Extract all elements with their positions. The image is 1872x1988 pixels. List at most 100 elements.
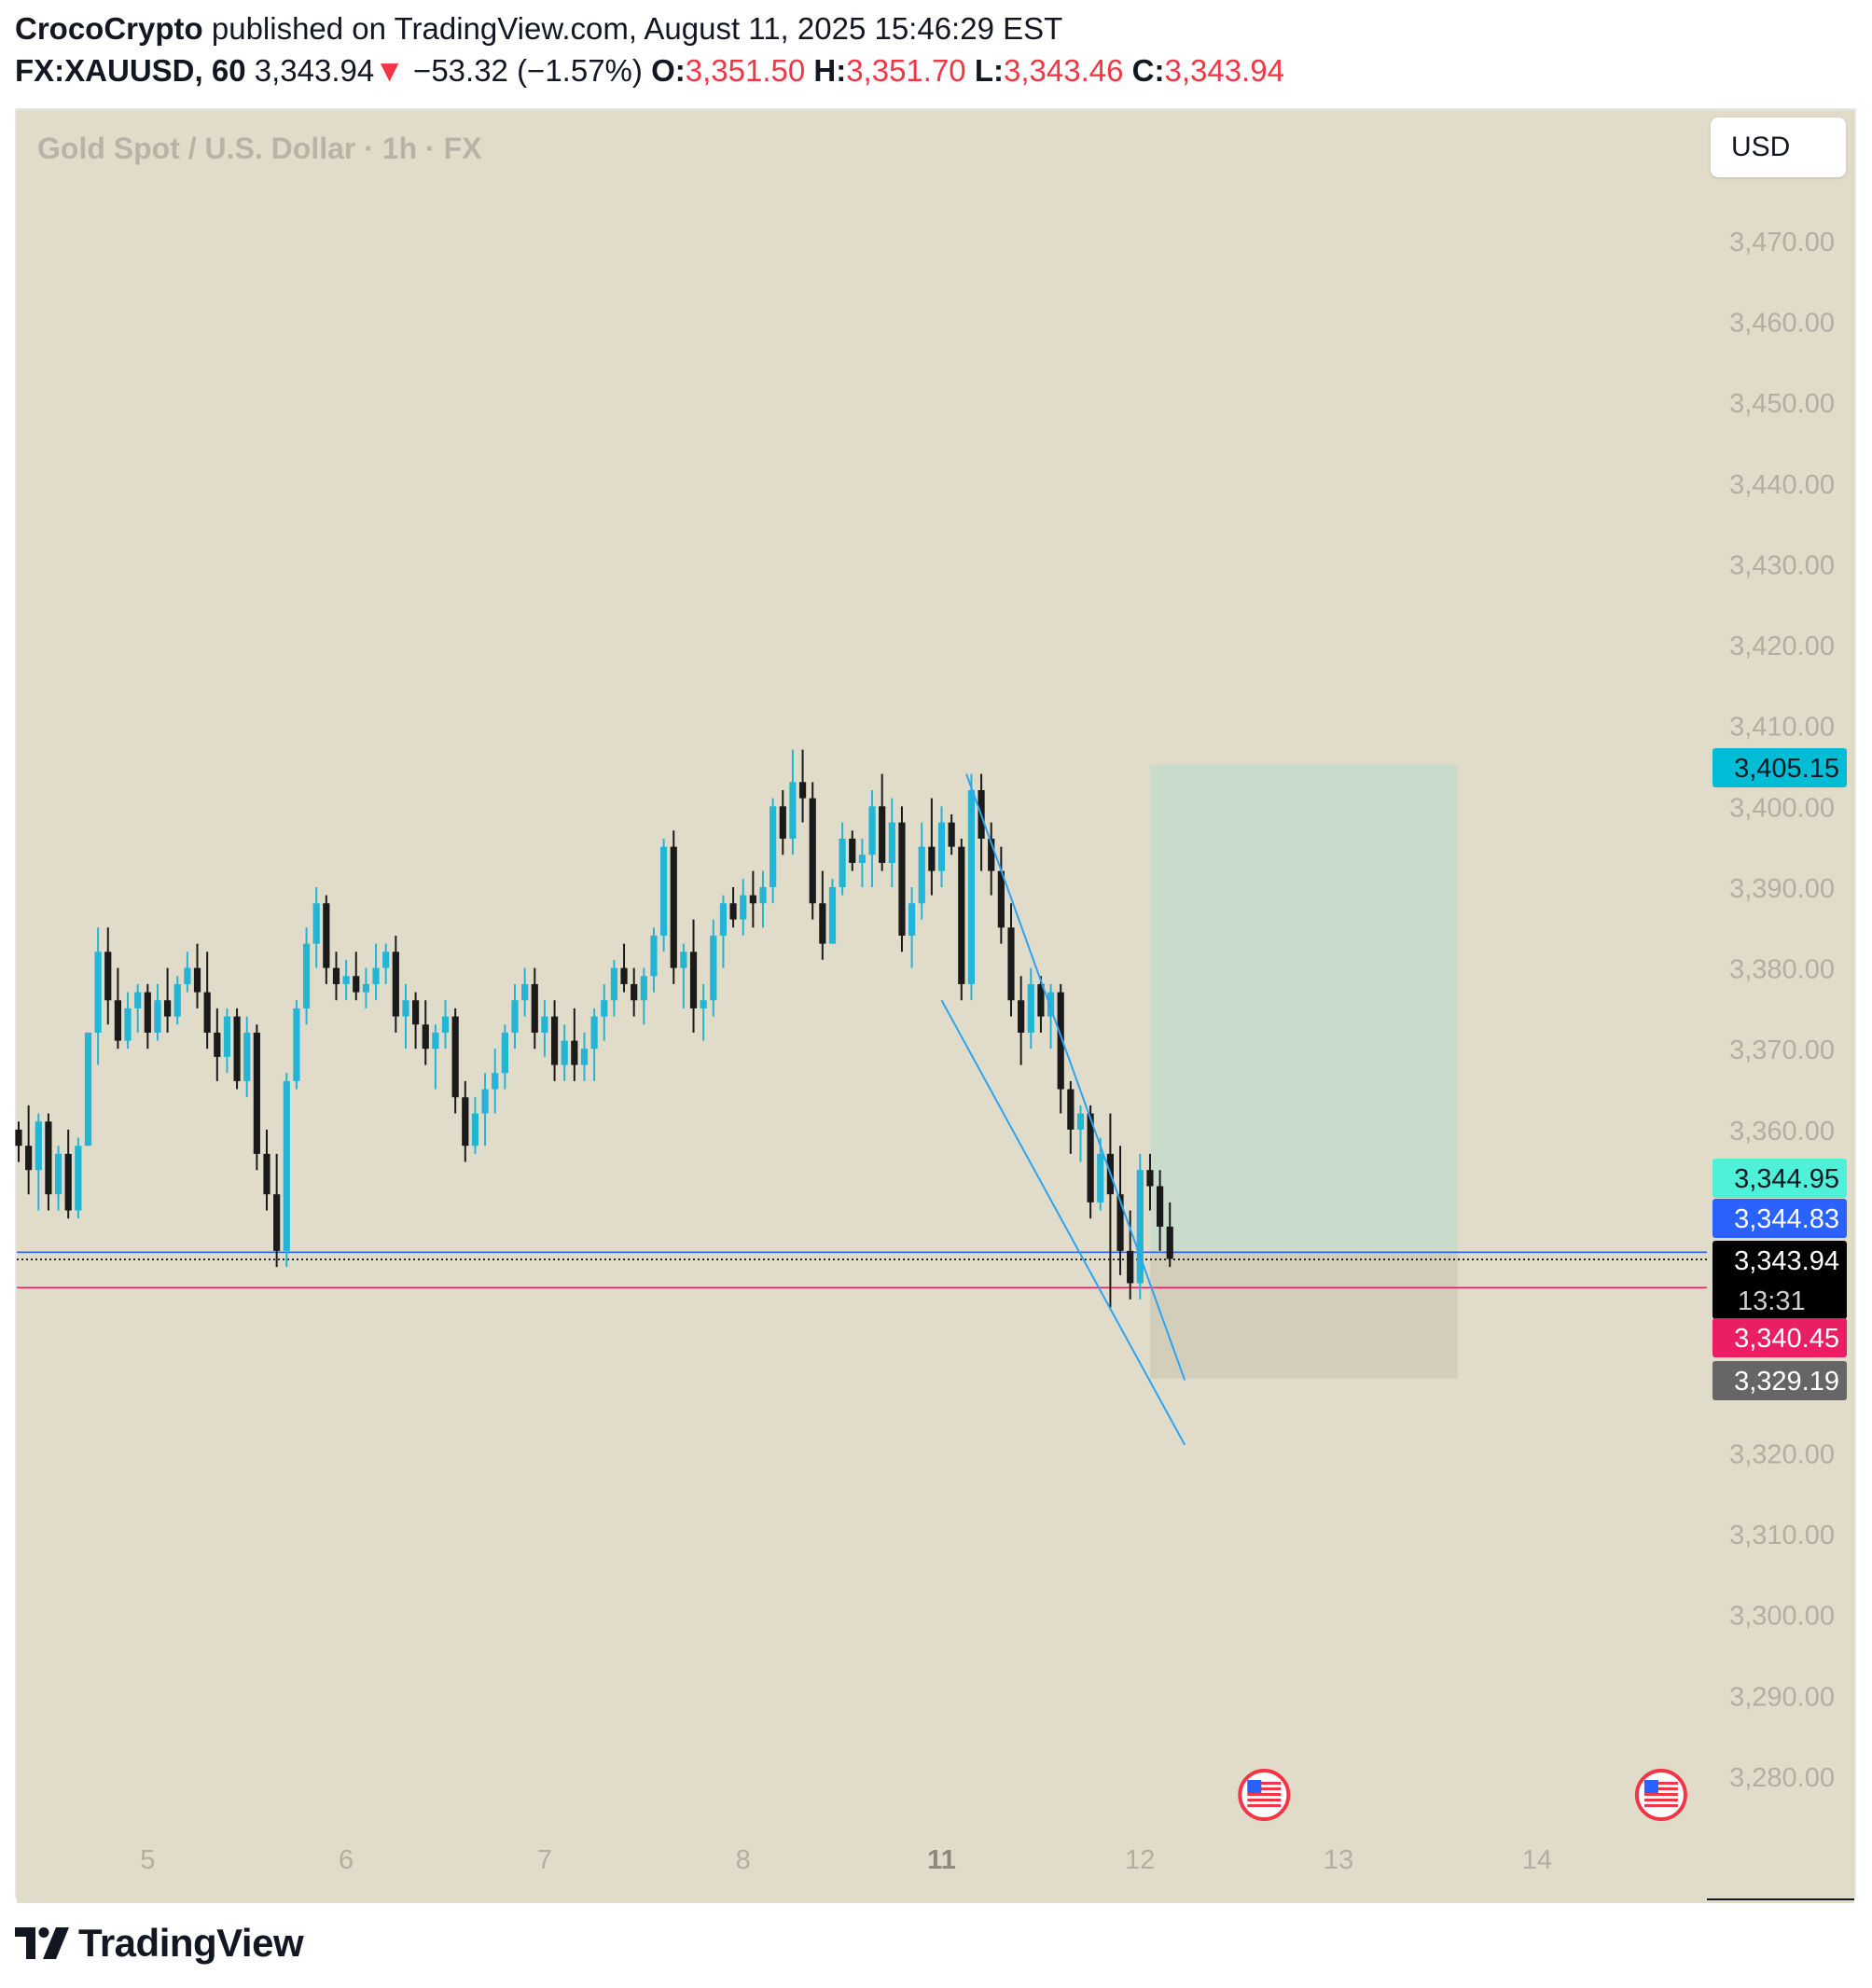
candle-body (342, 976, 350, 984)
candle (719, 895, 728, 968)
candle-body (412, 1000, 420, 1025)
price-tick-label: 3,460.00 (1729, 308, 1835, 338)
symbol-info: FX:XAUUSD, 60 3,343.94▼ −53.32 (−1.57%) … (15, 53, 1284, 89)
us-flag-event-icon[interactable] (1634, 1769, 1687, 1821)
candle-body (620, 967, 628, 984)
candle (1037, 976, 1045, 1033)
price-label-text: 3,343.94 (1734, 1246, 1839, 1276)
price-tick-label: 3,360.00 (1729, 1117, 1835, 1147)
candle-body (75, 1146, 82, 1211)
candle-body (631, 983, 638, 1001)
candle (839, 822, 846, 896)
candle-body (1146, 1170, 1154, 1187)
candle (342, 959, 350, 1001)
candle-body (828, 886, 837, 944)
candle-body (740, 895, 747, 920)
candle (94, 927, 102, 1065)
close-value: 3,343.94 (1164, 53, 1284, 88)
candle (670, 830, 677, 984)
candle (104, 927, 112, 1025)
candle (164, 967, 172, 1033)
candle-body (541, 1016, 548, 1033)
time-tick-label: 7 (537, 1845, 552, 1875)
candle (700, 983, 707, 1041)
price-axis: 3,470.00 3,460.00 3,450.00 3,440.00 3,430.00… (1729, 228, 1835, 1793)
candle-body (601, 1000, 608, 1017)
price-change: −53.32 (−1.57%) (413, 53, 643, 88)
candle-body (432, 1032, 439, 1050)
candle-body (214, 1032, 221, 1057)
price-label-badge[interactable]: 3,340.45 (1713, 1318, 1847, 1357)
price-label-badge[interactable]: 3,344.95 (1713, 1159, 1847, 1198)
down-arrow-icon: ▼ (374, 53, 405, 88)
candle-body (729, 903, 737, 920)
stop-zone[interactable] (1149, 1252, 1458, 1379)
candle (223, 1008, 231, 1074)
price-label-badge[interactable]: 3,344.83 (1713, 1199, 1847, 1238)
high-label: H: (813, 53, 847, 88)
candle (283, 1073, 290, 1268)
candle (898, 806, 906, 952)
candle-body (283, 1080, 290, 1251)
candle-body (1097, 1153, 1104, 1203)
candle-body (1027, 983, 1034, 1033)
open-label: O: (651, 53, 686, 88)
candle (54, 1146, 62, 1211)
candle (988, 822, 995, 896)
candle (1047, 983, 1055, 1050)
us-flag-event-icon[interactable] (1238, 1769, 1291, 1821)
candle-body (680, 952, 687, 968)
candle-body (967, 789, 976, 984)
candle (680, 943, 687, 1008)
candle-body (779, 806, 786, 839)
candle-body (798, 782, 807, 799)
candle (114, 967, 121, 1050)
price-tick-label: 3,400.00 (1729, 793, 1835, 823)
author-name[interactable]: CrocoCrypto (15, 11, 203, 46)
time-axis: 5 6 7 8 11 12 13 14 (140, 1845, 1854, 1900)
candle (293, 1000, 300, 1090)
candle-body (253, 1032, 260, 1154)
candle-body (1037, 983, 1045, 1017)
trendline-0[interactable] (965, 773, 1186, 1381)
candle-body (15, 1129, 22, 1147)
candle-body (402, 1000, 409, 1017)
candle (660, 838, 668, 952)
candle-body (492, 1073, 499, 1090)
candle-body (332, 967, 340, 984)
candle (25, 1105, 33, 1195)
candle-body (898, 822, 906, 936)
candle (501, 1024, 508, 1090)
candle-body (223, 1016, 231, 1057)
candle-body (610, 967, 617, 1001)
time-tick-label: 8 (736, 1845, 751, 1875)
horizontal-lines (17, 1251, 1707, 1289)
candle-body (650, 935, 658, 977)
trendline-1[interactable] (940, 999, 1186, 1446)
candle-body (362, 983, 369, 993)
price-label-text: 3,340.45 (1734, 1324, 1839, 1354)
candle (908, 886, 916, 968)
candle-body (928, 846, 936, 871)
footer-logo[interactable]: TradingView (15, 1917, 304, 1969)
time-tick-label: 6 (339, 1845, 354, 1875)
countdown-timer: 13:31 (1738, 1286, 1806, 1316)
price-label-text: 3,405.15 (1734, 754, 1839, 784)
price-label-badge[interactable]: 3,343.94 13:31 (1713, 1241, 1847, 1319)
price-labels: 3,405.153,344.953,344.833,343.9413:313,3… (1713, 748, 1847, 1400)
time-tick-label: 14 (1522, 1845, 1552, 1875)
symbol-name[interactable]: FX:XAUUSD, 60 (15, 53, 246, 88)
price-label-badge[interactable]: 3,329.19 (1713, 1361, 1847, 1400)
price-label-badge[interactable]: 3,405.15 (1713, 748, 1847, 787)
currency-button[interactable]: USD (1711, 118, 1846, 177)
candle-body (451, 1016, 459, 1098)
candle-body (35, 1121, 42, 1171)
target-zone[interactable] (1149, 764, 1458, 1253)
candle (173, 976, 181, 1025)
candle-body (302, 943, 311, 1008)
candle (353, 952, 360, 1001)
candle (1097, 1137, 1104, 1211)
flag-stripe (1247, 1787, 1282, 1790)
candle (492, 1049, 499, 1114)
